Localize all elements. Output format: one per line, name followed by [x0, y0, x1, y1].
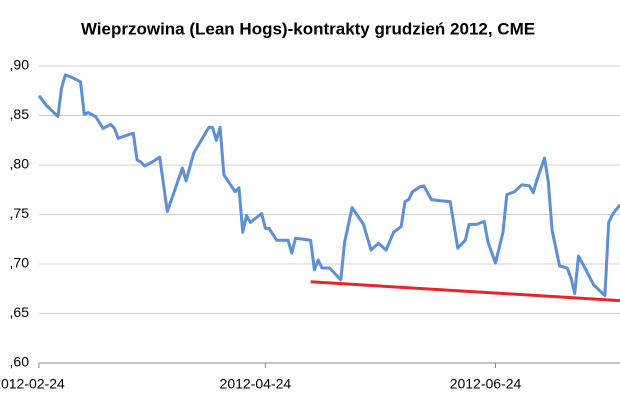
series-line: [310, 280, 620, 303]
x-tick-label: 2012-06-24: [450, 376, 522, 392]
chart-title: Wieprzowina (Lean Hogs)-kontrakty grudzi…: [81, 19, 535, 38]
y-tick-label: ,65: [10, 304, 30, 320]
series-line: [37, 73, 620, 298]
y-tick-label: ,60: [10, 354, 30, 370]
x-tick-label: 2012-04-24: [220, 376, 292, 392]
x-tick-label: 2012-02-24: [0, 376, 65, 392]
y-tick-label: ,70: [10, 255, 30, 271]
y-tick-label: ,90: [10, 57, 30, 73]
y-tick-label: ,80: [10, 156, 30, 172]
y-tick-label: ,85: [10, 106, 30, 122]
y-tick-label: ,75: [10, 205, 30, 221]
